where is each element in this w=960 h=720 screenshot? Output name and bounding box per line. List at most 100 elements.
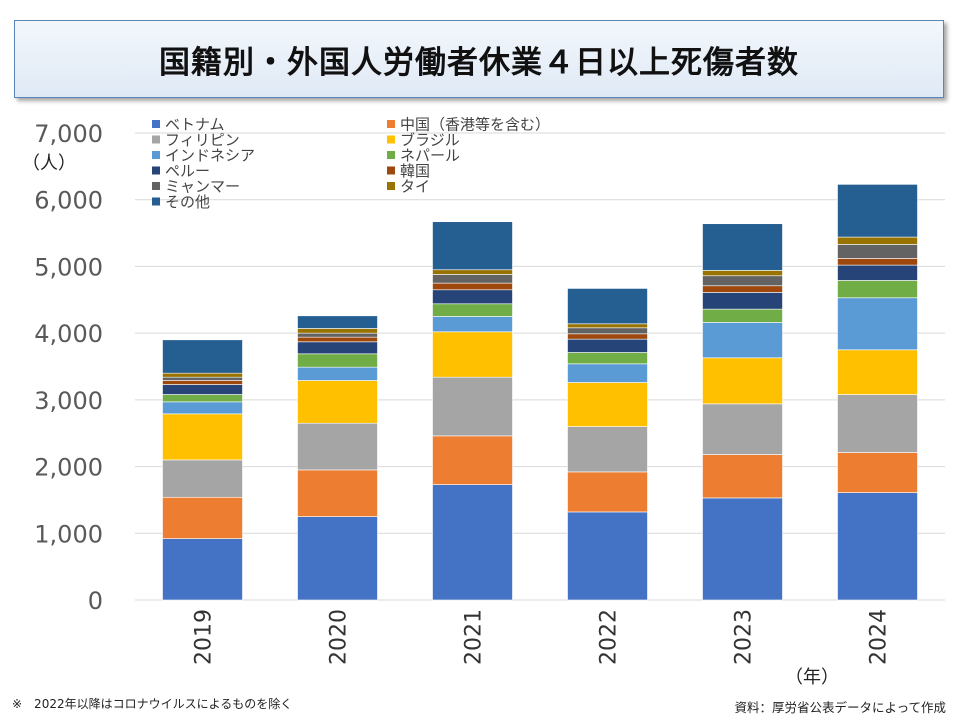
legend-swatch	[387, 120, 395, 128]
bar-segment	[432, 435, 513, 485]
bar-segment	[297, 422, 378, 471]
y-tick-label: 2,000	[34, 454, 103, 482]
x-tick-label: 2022	[597, 609, 622, 665]
bar-segment	[837, 492, 918, 601]
bar-segment	[567, 338, 648, 353]
bar-segment	[567, 363, 648, 383]
bar-segment	[837, 394, 918, 453]
x-tick-label: 2024	[867, 609, 892, 665]
bar-segment	[702, 308, 783, 323]
bar-segment	[297, 336, 378, 343]
y-tick-label: 5,000	[34, 253, 103, 281]
bar-segment	[567, 333, 648, 340]
bar-segment	[567, 327, 648, 335]
bar-segment	[837, 236, 918, 245]
bar-segment	[567, 382, 648, 427]
footnote: ※ 2022年以降はコロナウイルスによるものを除く	[12, 697, 293, 711]
bar-segment	[837, 280, 918, 299]
bar-segment	[702, 270, 783, 277]
title-box: 国籍別・外国人労働者休業４日以上死傷者数	[14, 20, 944, 98]
legend-label: タイ	[400, 178, 430, 196]
bar-segment	[567, 426, 648, 473]
legend-label: ペルー	[165, 162, 210, 180]
x-tick-label: 2019	[192, 609, 217, 665]
bar-segment	[837, 452, 918, 493]
y-tick-label: 3,000	[34, 387, 103, 415]
y-tick-label: 6,000	[34, 187, 103, 215]
bar-segment	[837, 349, 918, 395]
legend-swatch	[152, 182, 160, 190]
bar-segment	[567, 352, 648, 365]
bar-segment	[297, 469, 378, 517]
bar-segment	[702, 454, 783, 499]
bar-segment	[297, 332, 378, 338]
x-axis-label: （年）	[785, 667, 839, 688]
legend-swatch	[387, 166, 395, 175]
bar-segment	[162, 401, 243, 415]
bar-segment	[702, 223, 783, 271]
bar-segment	[567, 288, 648, 325]
legend-swatch	[387, 151, 395, 159]
y-axis-label: （人）	[22, 153, 76, 174]
bar-segment	[432, 282, 513, 291]
y-tick-label: 0	[88, 587, 103, 615]
bar-segment	[297, 516, 378, 601]
legend-label: ミャンマー	[165, 178, 240, 196]
bar-segment	[837, 244, 918, 259]
bar-segment	[837, 258, 918, 266]
bar-segment	[297, 315, 378, 329]
legend-swatch	[152, 135, 160, 144]
bar-segment	[567, 323, 648, 329]
bar-segment	[162, 339, 243, 374]
legend-swatch	[152, 166, 160, 175]
bar-segment	[297, 353, 378, 368]
bar-segment	[432, 484, 513, 601]
legend-label: その他	[165, 193, 210, 211]
bar-segment	[297, 328, 378, 334]
bar-segment	[162, 384, 243, 395]
bar-segment	[162, 380, 243, 385]
legend-swatch	[152, 151, 160, 159]
source-note: 資料：厚労省公表データによって作成	[734, 700, 946, 715]
bar-segment	[297, 366, 378, 381]
bar-segment	[702, 292, 783, 310]
bar-segment	[702, 275, 783, 287]
y-tick-label: 7,000	[34, 120, 103, 148]
bar-segment	[432, 316, 513, 333]
bar-segment	[432, 376, 513, 437]
bar-segment	[297, 341, 378, 355]
bar-segment	[567, 471, 648, 513]
bar-segment	[297, 380, 378, 424]
legend-label: ブラジル	[400, 131, 460, 149]
bar-segment	[702, 403, 783, 455]
legend-label: ネパール	[400, 147, 460, 165]
bar-segment	[567, 511, 648, 601]
bar-segment	[432, 303, 513, 317]
legend-label: フィリピン	[165, 131, 240, 149]
legend-label: インドネシア	[165, 147, 255, 165]
bar-segment	[162, 538, 243, 601]
bar-segment	[432, 331, 513, 378]
legend-swatch	[152, 120, 160, 128]
legend-swatch	[387, 182, 395, 190]
x-tick-label: 2021	[462, 609, 487, 665]
legend-label: 韓国	[400, 162, 430, 180]
page-title: 国籍別・外国人労働者休業４日以上死傷者数	[159, 44, 799, 81]
bar-segment	[162, 413, 243, 461]
x-tick-label: 2023	[732, 609, 757, 665]
bar-segment	[837, 184, 918, 238]
bar-segment	[837, 297, 918, 351]
bar-segment	[702, 285, 783, 293]
bar-segment	[432, 221, 513, 271]
bar-segment	[432, 274, 513, 284]
bar-segment	[162, 376, 243, 381]
legend-label: ベトナム	[165, 116, 225, 134]
legend-label: 中国（香港等を含む）	[400, 116, 550, 134]
bar-segment	[702, 497, 783, 601]
bar-segment	[837, 264, 918, 281]
bar-segment	[702, 357, 783, 405]
legend-swatch	[387, 135, 395, 144]
x-tick-label: 2020	[327, 609, 352, 665]
bar-segment	[162, 372, 243, 378]
